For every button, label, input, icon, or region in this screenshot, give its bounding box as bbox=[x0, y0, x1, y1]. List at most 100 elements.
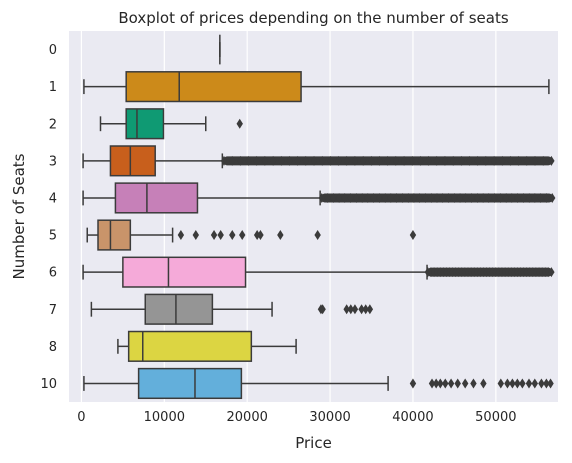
y-axis-label: Number of Seats bbox=[10, 153, 28, 279]
y-tick-labels: 0 1 2 3 4 5 6 7 8 10 bbox=[40, 43, 57, 392]
outlier-point bbox=[366, 304, 374, 315]
outlier-point bbox=[400, 155, 408, 166]
y-tick-label: 6 bbox=[49, 266, 57, 281]
y-tick-label: 10 bbox=[40, 377, 57, 392]
outlier-point bbox=[362, 304, 369, 315]
x-tick-label: 0 bbox=[77, 410, 85, 425]
outlier-point bbox=[491, 192, 498, 203]
x-tick-label: 20000 bbox=[227, 410, 268, 425]
outlier-point bbox=[537, 192, 544, 203]
outlier-point bbox=[404, 192, 412, 203]
outlier-point bbox=[497, 378, 505, 389]
outlier-point bbox=[520, 192, 527, 203]
outlier-point bbox=[433, 155, 440, 166]
y-tick-label: 4 bbox=[49, 191, 57, 206]
box bbox=[127, 330, 253, 362]
y-tick-label: 2 bbox=[49, 117, 57, 132]
outlier-point bbox=[220, 155, 228, 166]
outlier-point bbox=[358, 192, 366, 203]
outlier-point bbox=[437, 378, 444, 389]
outlier-point bbox=[302, 155, 310, 166]
outlier-point bbox=[358, 304, 365, 315]
outlier-point bbox=[482, 155, 490, 166]
outlier-point bbox=[393, 192, 400, 203]
outlier-point bbox=[177, 230, 185, 241]
x-axis-label: Price bbox=[295, 434, 332, 452]
x-tick-label: 50000 bbox=[475, 410, 516, 425]
outlier-point bbox=[376, 155, 383, 166]
outlier-point bbox=[353, 192, 360, 203]
outlier-point bbox=[449, 155, 457, 166]
outlier-point bbox=[543, 378, 550, 389]
box-group-5 bbox=[86, 219, 417, 251]
outlier-point bbox=[392, 155, 400, 166]
outlier-point bbox=[324, 192, 331, 203]
box-group-7 bbox=[90, 293, 374, 325]
outlier-point bbox=[335, 192, 343, 203]
outlier-point bbox=[253, 230, 261, 241]
box-group-1 bbox=[83, 71, 550, 103]
outlier-point bbox=[428, 378, 436, 389]
outlier-point bbox=[543, 192, 550, 203]
outlier-point bbox=[261, 155, 269, 166]
outlier-point bbox=[454, 378, 461, 389]
outlier-point bbox=[239, 230, 246, 241]
outlier-point bbox=[442, 378, 449, 389]
box bbox=[125, 108, 165, 140]
outlier-point bbox=[547, 378, 554, 389]
x-tick-labels: 0 10000 20000 30000 40000 50000 bbox=[77, 410, 516, 425]
outlier-point bbox=[381, 192, 389, 203]
outlier-point bbox=[341, 192, 349, 203]
outlier-point bbox=[428, 192, 435, 203]
outlier-point bbox=[466, 155, 473, 166]
outlier-point bbox=[364, 192, 372, 203]
outlier-point bbox=[497, 192, 504, 203]
outlier-point bbox=[441, 155, 449, 166]
y-tick-label: 3 bbox=[49, 154, 57, 169]
boxes bbox=[82, 34, 556, 400]
outlier-point bbox=[514, 378, 521, 389]
outlier-point bbox=[368, 155, 375, 166]
box-group-10 bbox=[83, 367, 554, 400]
outlier-point bbox=[531, 378, 538, 389]
outlier-point bbox=[330, 192, 337, 203]
outlier-point bbox=[523, 155, 531, 166]
box-group-4 bbox=[82, 182, 556, 214]
y-tick-label: 7 bbox=[49, 303, 57, 318]
outlier-point bbox=[462, 192, 469, 203]
outlier-point bbox=[314, 230, 321, 241]
outlier-point bbox=[192, 230, 200, 241]
outlier-point bbox=[417, 155, 424, 166]
outlier-point bbox=[456, 192, 464, 203]
outlier-point bbox=[433, 192, 441, 203]
x-tick-label: 10000 bbox=[144, 410, 185, 425]
outlier-point bbox=[519, 378, 526, 389]
outlier-point bbox=[286, 155, 293, 166]
outlier-point bbox=[531, 192, 539, 203]
outlier-point bbox=[548, 267, 555, 278]
outlier-point bbox=[548, 192, 556, 203]
outlier-point bbox=[229, 230, 236, 241]
outlier-point bbox=[318, 192, 325, 203]
outlier-point bbox=[351, 304, 359, 315]
chart-title: Boxplot of prices depending on the numbe… bbox=[118, 9, 509, 27]
outlier-point bbox=[310, 155, 318, 166]
outlier-point bbox=[461, 378, 469, 389]
outlier-point bbox=[445, 192, 452, 203]
outlier-point bbox=[277, 230, 284, 241]
outlier-point bbox=[502, 192, 510, 203]
box bbox=[122, 256, 247, 288]
outlier-point bbox=[507, 155, 514, 166]
outlier-point bbox=[499, 155, 506, 166]
outlier-point bbox=[531, 155, 539, 166]
outlier-point bbox=[343, 304, 350, 315]
outlier-point bbox=[474, 192, 481, 203]
outlier-point bbox=[228, 155, 236, 166]
outlier-point bbox=[470, 378, 477, 389]
outlier-point bbox=[479, 192, 487, 203]
outlier-point bbox=[335, 155, 342, 166]
outlier-point bbox=[490, 155, 498, 166]
box-group-6 bbox=[82, 256, 555, 288]
outlier-point bbox=[347, 304, 354, 315]
outlier-point bbox=[480, 378, 487, 389]
